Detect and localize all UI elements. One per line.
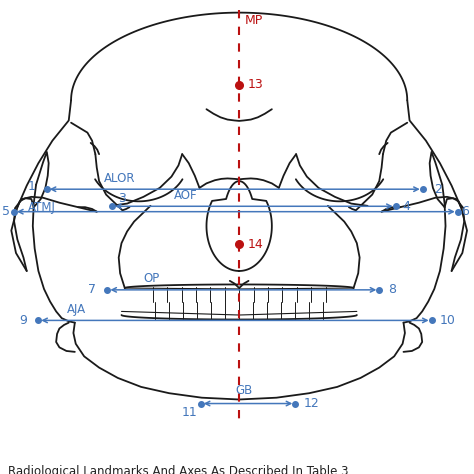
Text: OP: OP xyxy=(144,273,160,285)
Text: 13: 13 xyxy=(247,78,264,91)
Text: 14: 14 xyxy=(247,237,264,251)
Text: Radiological Landmarks And Axes As Described In Table 3: Radiological Landmarks And Axes As Descr… xyxy=(8,465,348,474)
Text: 6: 6 xyxy=(461,205,469,218)
Text: ATMJ: ATMJ xyxy=(28,201,56,214)
Text: 1: 1 xyxy=(27,181,35,193)
Text: 12: 12 xyxy=(303,397,319,410)
Text: MP: MP xyxy=(245,14,263,27)
Text: 7: 7 xyxy=(88,283,96,296)
Text: 8: 8 xyxy=(388,283,396,296)
Text: 4: 4 xyxy=(402,200,410,213)
Text: 5: 5 xyxy=(2,205,10,218)
Text: AJA: AJA xyxy=(66,303,85,316)
Text: 10: 10 xyxy=(440,314,456,327)
Text: ALOR: ALOR xyxy=(104,172,135,185)
Text: 9: 9 xyxy=(19,314,27,327)
Text: AOF: AOF xyxy=(174,189,198,202)
Text: 11: 11 xyxy=(182,406,197,419)
Text: 3: 3 xyxy=(118,191,126,205)
Text: GB: GB xyxy=(236,384,253,397)
Text: 2: 2 xyxy=(434,182,442,196)
